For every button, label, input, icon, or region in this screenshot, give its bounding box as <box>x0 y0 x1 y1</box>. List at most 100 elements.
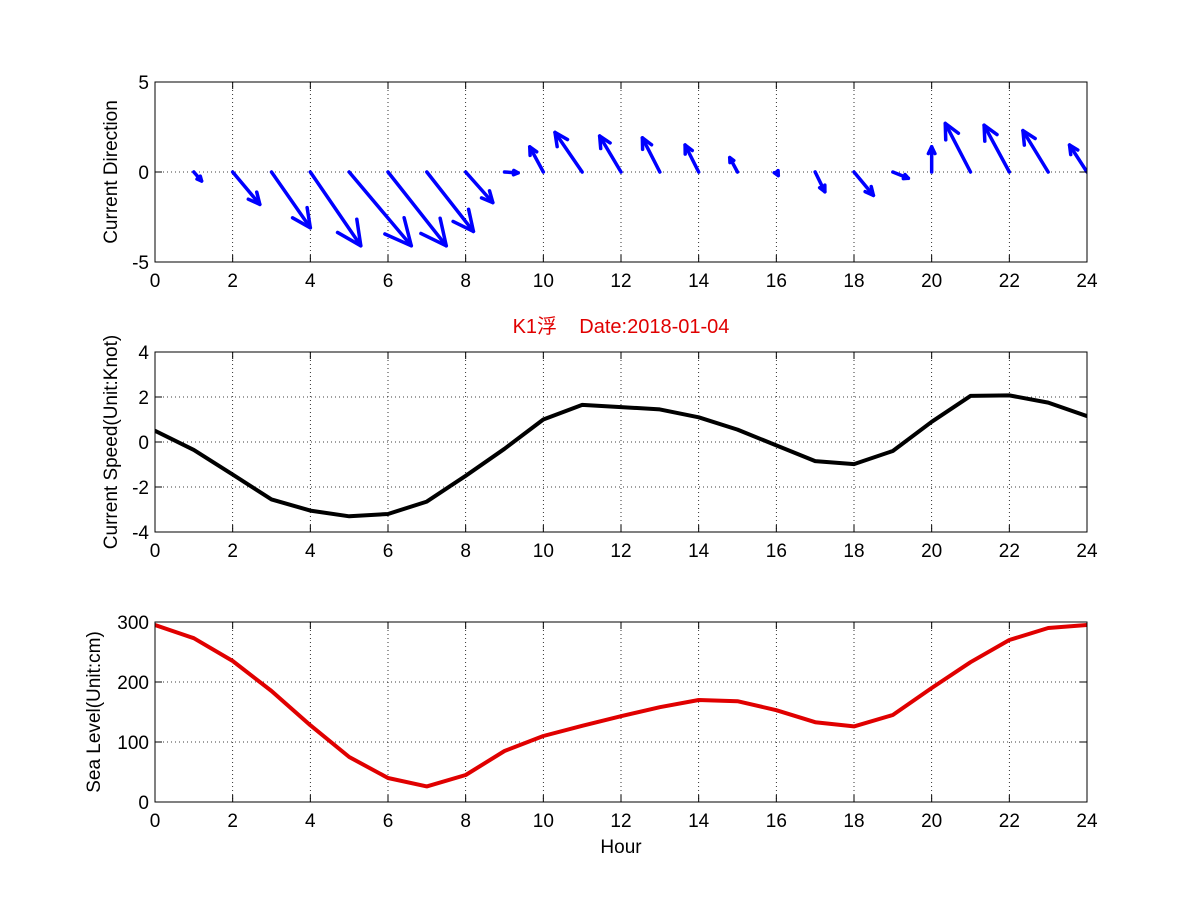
arrow-head <box>383 216 414 248</box>
sealevel-axes-box <box>155 622 1087 802</box>
y-tick-label: 4 <box>138 343 149 364</box>
quiver-arrow <box>386 170 448 248</box>
arrow-head <box>863 184 876 198</box>
arrow-head <box>1067 143 1080 157</box>
y-tick-label: 0 <box>138 163 149 184</box>
x-tick-label: 2 <box>227 271 238 292</box>
x-tick-label: 12 <box>610 811 631 832</box>
y-tick-label: 200 <box>117 673 149 694</box>
quiver-arrow <box>640 136 662 174</box>
quiver-arrow <box>813 170 827 194</box>
x-tick-label: 24 <box>1076 811 1098 832</box>
arrow-head <box>419 216 448 248</box>
quiver-arrow <box>502 168 520 177</box>
arrow-head <box>683 143 695 156</box>
x-tick-label: 6 <box>383 541 394 562</box>
x-tick-label: 6 <box>383 271 394 292</box>
quiver-arrow <box>683 143 701 174</box>
arrow-shaft <box>852 170 876 198</box>
x-tick-label: 12 <box>610 541 631 562</box>
x-tick-label: 8 <box>460 811 471 832</box>
arrow-head <box>982 123 999 143</box>
arrow-head <box>527 145 539 158</box>
quiver-arrow <box>192 170 204 183</box>
arrow-shaft <box>597 134 623 174</box>
arrow-head <box>451 207 476 234</box>
arrow-shaft <box>425 170 476 234</box>
x-tick-label: 16 <box>766 271 787 292</box>
x-tick-label: 8 <box>460 541 471 562</box>
x-tick-label: 0 <box>150 811 161 832</box>
series-line <box>155 393 1087 519</box>
quiver-arrow <box>852 170 876 198</box>
arrow-shaft <box>269 170 313 230</box>
x-tick-label: 18 <box>843 811 864 832</box>
quiver-arrow <box>425 170 476 234</box>
quiver-arrow <box>772 168 781 178</box>
x-tick-label: 8 <box>460 271 471 292</box>
x-tick-label: 22 <box>999 811 1020 832</box>
speed-grid <box>155 352 1087 532</box>
x-tick-label: 16 <box>766 811 787 832</box>
arrow-shaft <box>553 130 584 174</box>
arrow-head <box>772 168 781 178</box>
arrow-shaft <box>640 136 662 174</box>
x-tick-label: 20 <box>921 541 942 562</box>
arrow-head <box>926 145 937 156</box>
quiver-arrow <box>230 170 262 207</box>
y-tick-label: 100 <box>117 733 149 754</box>
x-tick-label: 10 <box>533 811 554 832</box>
quiver-arrow <box>553 130 584 174</box>
y-tick-label: 2 <box>138 388 149 409</box>
arrow-head <box>943 121 961 142</box>
arrow-head <box>553 130 570 149</box>
arrow-shaft <box>386 170 448 248</box>
arrow-head <box>597 134 612 151</box>
quiver-arrow <box>1021 128 1050 174</box>
x-tick-label: 2 <box>227 541 238 562</box>
x-tick-label: 24 <box>1076 271 1098 292</box>
quiver-arrow <box>269 170 313 230</box>
x-tick-label: 0 <box>150 541 161 562</box>
quiver-arrow <box>943 121 973 174</box>
y-tick-label: -5 <box>132 253 149 274</box>
x-tick-label: 10 <box>533 541 554 562</box>
direction-panel: 0 2 4 6 8 10 12 14 16 18 20 22 24-505 Current Direct… <box>101 73 1098 292</box>
quiver-arrow <box>597 134 623 174</box>
x-tick-label: 4 <box>305 811 316 832</box>
x-tick-label: 22 <box>999 541 1020 562</box>
arrow-head <box>640 136 654 152</box>
arrow-head <box>817 183 827 194</box>
y-tick-label: -4 <box>132 523 149 544</box>
quiver-arrow <box>463 170 495 205</box>
x-tick-label: 0 <box>150 271 161 292</box>
arrow-head <box>1021 128 1037 147</box>
x-tick-label: 12 <box>610 271 631 292</box>
y-tick-label: 300 <box>117 613 149 634</box>
arrow-head <box>246 190 262 207</box>
arrow-head <box>479 189 495 205</box>
arrow-shaft <box>527 145 546 174</box>
arrow-head <box>727 155 736 165</box>
speed-series <box>155 393 1087 519</box>
x-tick-label: 16 <box>766 541 787 562</box>
arrow-shaft <box>982 123 1012 174</box>
x-tick-label: 14 <box>688 811 710 832</box>
y-tick-label: -2 <box>132 478 149 499</box>
arrow-head <box>511 168 520 177</box>
quiver-arrow <box>891 170 911 181</box>
arrow-head <box>195 174 204 183</box>
quiver-arrow <box>1067 143 1087 174</box>
quiver-arrow <box>347 170 414 248</box>
arrow-shaft <box>347 170 414 248</box>
x-tick-label: 14 <box>688 271 710 292</box>
arrow-shaft <box>463 170 495 205</box>
x-tick-label: 2 <box>227 811 238 832</box>
sealevel-grid <box>155 622 1087 802</box>
arrow-shaft <box>230 170 262 207</box>
quiver-arrow <box>527 145 546 174</box>
x-tick-label: 24 <box>1076 541 1098 562</box>
